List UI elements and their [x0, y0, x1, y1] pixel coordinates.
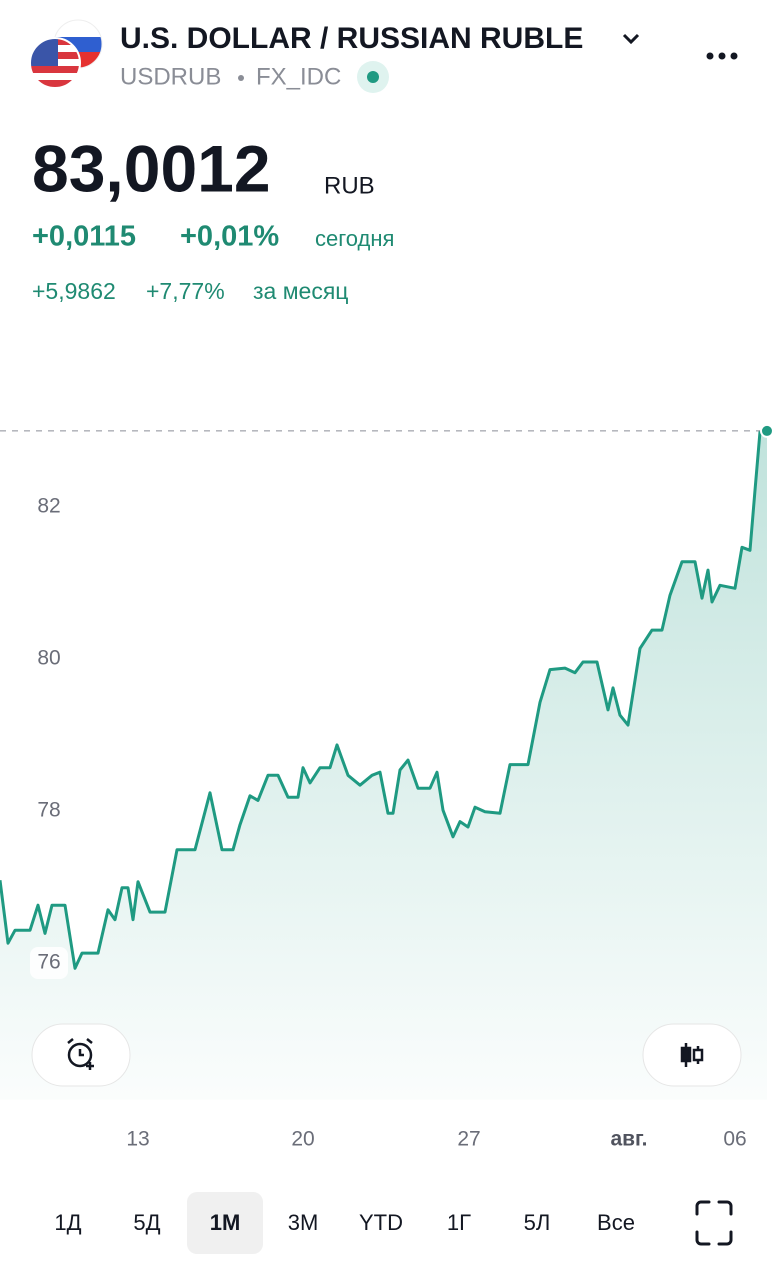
range-button[interactable]: 5Л: [524, 1210, 551, 1235]
alert-icon: [67, 1038, 94, 1070]
range-button[interactable]: 1Д: [54, 1210, 81, 1235]
last-point: [760, 423, 774, 438]
exchange: FX_IDC: [256, 63, 341, 90]
y-tick-bg: [30, 643, 68, 675]
range-button[interactable]: 1М: [210, 1210, 241, 1235]
range-button[interactable]: 5Д: [133, 1210, 160, 1235]
range-selected-bg: [187, 1192, 263, 1254]
x-tick-label: 27: [457, 1128, 480, 1151]
price-line: [0, 429, 768, 970]
x-tick-label: 06: [723, 1128, 746, 1151]
y-tick-label: 82: [37, 495, 60, 518]
area-fill: [0, 430, 767, 1100]
flag-icon: [29, 19, 103, 89]
y-tick-bg: [30, 795, 68, 827]
change-today-pct: +0,01%: [180, 221, 279, 253]
market-status: [367, 71, 379, 83]
month-label: за месяц: [253, 278, 348, 304]
change-month-pct: +7,77%: [146, 278, 225, 304]
x-tick-label: 13: [126, 1128, 149, 1151]
chart-type-button[interactable]: [642, 1023, 742, 1087]
title-dropdown[interactable]: [622, 33, 640, 45]
today-label: сегодня: [315, 226, 394, 251]
chart: 76 78 80 82 13 20 27 авг. 06: [0, 423, 774, 1151]
symbol-code: USDRUB: [120, 63, 221, 90]
x-tick-label: 20: [291, 1128, 314, 1151]
fullscreen-button[interactable]: [695, 1200, 733, 1246]
y-tick-bg: [30, 947, 68, 979]
range-bar: 1Д 5Д 1М 3М YTD 1Г 5Л Все: [54, 1192, 635, 1254]
range-button[interactable]: 3М: [288, 1210, 319, 1235]
x-tick-label: авг.: [610, 1128, 647, 1151]
change-month: +5,9862: [32, 278, 116, 304]
range-button[interactable]: 1Г: [447, 1210, 471, 1235]
y-tick-label: 80: [37, 647, 60, 670]
y-tick-label: 78: [37, 799, 60, 822]
separator-dot: [238, 75, 244, 81]
more-menu[interactable]: [706, 52, 738, 60]
change-today: +0,0115: [32, 221, 136, 253]
candles-icon: [680, 1043, 704, 1067]
range-button[interactable]: YTD: [359, 1210, 403, 1235]
range-button[interactable]: Все: [597, 1210, 635, 1235]
currency: RUB: [324, 172, 375, 199]
symbol-title[interactable]: U.S. DOLLAR / RUSSIAN RUBLE: [120, 22, 583, 55]
y-tick-label: 76: [37, 951, 60, 974]
y-tick-bg: [30, 491, 68, 523]
price: 83,0012: [32, 131, 271, 205]
